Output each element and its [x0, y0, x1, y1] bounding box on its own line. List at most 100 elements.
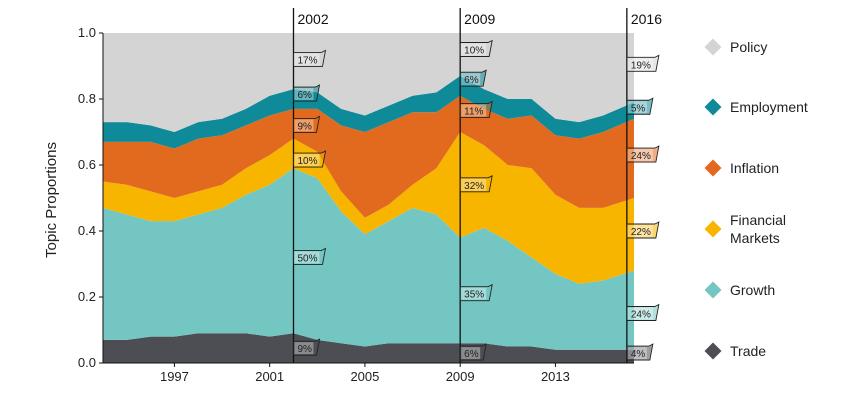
flag-2002-growth: 50% [293, 247, 327, 265]
flag-shape [459, 69, 487, 87]
flag-2009-growth: 35% [459, 283, 493, 302]
flag-highlight [461, 178, 487, 191]
y-tick-label: 0.8 [78, 91, 96, 106]
flag-highlight [294, 88, 314, 101]
flag-highlight [627, 101, 647, 114]
area-employment [103, 75, 634, 149]
flag-shape [293, 338, 321, 356]
flag-shape [459, 39, 493, 57]
flag-shape [459, 174, 493, 193]
legend-label: Trade [730, 343, 766, 359]
flag-shape [293, 150, 327, 168]
flag-2016-inflation: 24% [626, 145, 660, 163]
flag-shape [293, 49, 327, 67]
flag-value: 10% [464, 46, 484, 57]
share-flags: 17% 6% 9% 10% 50% 9% 10% 6% 11% 32% 35% 6% 19% 5% 24% 2… [293, 39, 660, 361]
flag-highlight [294, 251, 320, 264]
x-tick-label: 1997 [160, 369, 189, 384]
flag-value: 4% [631, 349, 646, 360]
flag-value: 6% [297, 90, 312, 101]
flag-value: 19% [631, 60, 651, 71]
legend-label: Policy [730, 39, 767, 55]
flag-highlight [461, 347, 481, 360]
flag-highlight [627, 307, 653, 320]
legend-swatch-diamond [704, 220, 722, 238]
legend-label: Growth [730, 282, 775, 298]
flag-shape [626, 54, 660, 72]
flag-2002-trade: 9% [293, 338, 321, 356]
flag-highlight [461, 43, 487, 56]
flag-highlight [294, 119, 314, 132]
flag-shape [459, 283, 493, 302]
legend-label: Financial [730, 212, 786, 228]
legend-swatch-diamond [704, 38, 722, 56]
flag-highlight [461, 73, 481, 86]
y-axis-label: Topic Proportions [43, 142, 60, 258]
area-financial-markets [103, 132, 634, 284]
flag-shape [293, 84, 321, 102]
flag-shape [626, 97, 654, 115]
flag-2016-financial-markets: 22% [626, 221, 660, 239]
flag-2009-financial-markets: 32% [459, 174, 493, 193]
flag-value: 9% [297, 121, 312, 132]
flag-highlight [294, 154, 320, 167]
flag-value: 24% [631, 151, 651, 162]
flag-value: 24% [631, 310, 651, 321]
flag-2009-trade: 6% [459, 343, 487, 361]
legend: Policy Employment Inflation Financial Market… [704, 38, 808, 360]
flag-value: 32% [464, 181, 484, 192]
flag-highlight [627, 149, 653, 162]
flag-highlight [627, 347, 647, 360]
flag-value: 11% [464, 107, 483, 118]
flag-shape [293, 247, 327, 265]
flag-2016-policy: 19% [626, 54, 660, 72]
legend-item-employment: Employment [704, 98, 808, 116]
flag-2009-inflation: 11% [459, 100, 493, 119]
flag-2016-growth: 24% [626, 303, 660, 321]
flag-highlight [294, 342, 314, 355]
flag-value: 6% [464, 349, 479, 360]
flag-2002-employment: 6% [293, 84, 321, 102]
flag-shape [626, 343, 654, 361]
flag-2009-policy: 10% [459, 39, 493, 57]
flag-highlight [461, 287, 487, 300]
flag-2002-financial-markets: 10% [293, 150, 327, 168]
flag-value: 10% [297, 156, 317, 167]
axes: Topic Proportions 0.0 0.2 0.4 0.6 0.8 1.0 1997… [43, 25, 634, 384]
flag-2009-employment: 6% [459, 69, 487, 87]
legend-swatch-diamond [704, 159, 722, 177]
flag-2002-inflation: 9% [293, 115, 321, 133]
flag-value: 35% [464, 290, 484, 301]
flag-value: 17% [297, 55, 317, 66]
area-policy [103, 33, 634, 132]
flag-2016-trade: 4% [626, 343, 654, 361]
flag-shape [459, 343, 487, 361]
flag-highlight [627, 225, 653, 237]
flag-shape [626, 145, 660, 163]
flag-shape [459, 100, 493, 119]
legend-item-financial-markets: Financial Markets [704, 212, 786, 246]
x-tick-label: 2001 [255, 369, 284, 384]
flag-shape [626, 221, 660, 239]
area-trade [103, 333, 634, 363]
flag-highlight [461, 104, 487, 117]
flag-highlight [294, 53, 320, 66]
period-label-2016: 2016 [631, 11, 662, 27]
period-label-2009: 2009 [464, 11, 495, 27]
legend-label: Employment [730, 99, 808, 115]
legend-item-growth: Growth [704, 281, 775, 299]
legend-item-inflation: Inflation [704, 159, 779, 177]
x-tick-label: 2005 [350, 369, 379, 384]
area-inflation [103, 95, 634, 218]
flag-highlight [627, 58, 653, 71]
y-tick-label: 0.4 [78, 223, 96, 238]
x-tick-label: 2009 [446, 369, 475, 384]
flag-2016-employment: 5% [626, 97, 654, 115]
flag-value: 9% [297, 344, 312, 355]
flag-value: 6% [464, 75, 479, 86]
legend-item-policy: Policy [704, 38, 767, 56]
legend-label: Inflation [730, 160, 779, 176]
legend-swatch-diamond [704, 98, 722, 116]
flag-value: 5% [631, 103, 646, 114]
legend-label-line2: Markets [730, 230, 780, 246]
